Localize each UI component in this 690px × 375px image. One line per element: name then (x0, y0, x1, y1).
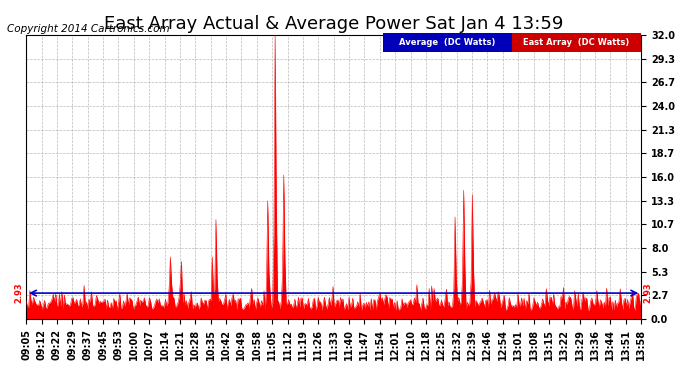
Title: East Array Actual & Average Power Sat Jan 4 13:59: East Array Actual & Average Power Sat Ja… (104, 15, 563, 33)
Text: Copyright 2014 Cartronics.com: Copyright 2014 Cartronics.com (7, 24, 170, 34)
Text: 2.93: 2.93 (14, 283, 23, 303)
Text: 2.93: 2.93 (644, 283, 653, 303)
